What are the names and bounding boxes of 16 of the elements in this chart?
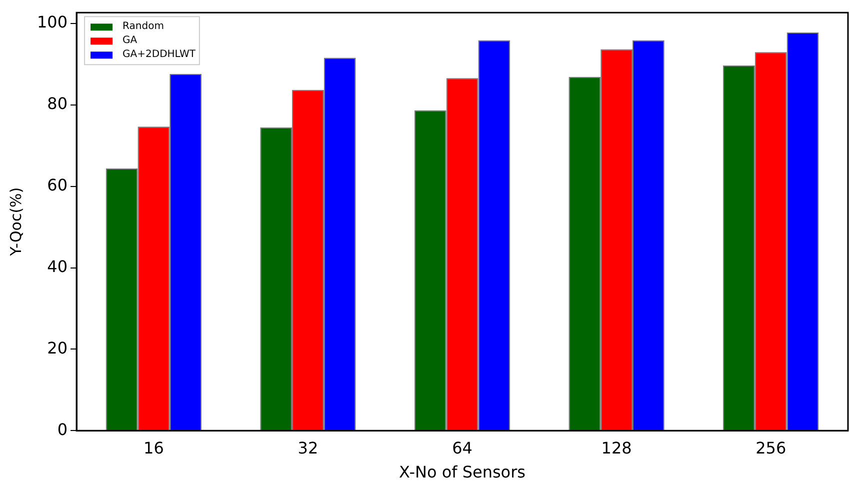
legend-label: GA	[122, 35, 138, 46]
y-tick-label: 0	[57, 420, 68, 439]
legend-label: Random	[122, 21, 164, 32]
y-tick-label: 40	[47, 256, 68, 276]
y-tick-label: 60	[47, 176, 68, 195]
x-axis-title: X-No of Sensors	[399, 462, 526, 482]
x-tick-label: 32	[298, 438, 318, 458]
x-tick-label: 16	[144, 438, 164, 458]
y-tick-label: 80	[47, 94, 68, 114]
x-tick-label: 128	[601, 438, 632, 458]
x-tick-label: 64	[452, 438, 472, 458]
x-tick-label: 256	[756, 438, 786, 458]
y-tick-label: 100	[36, 12, 68, 32]
y-axis-title: Y-Qoc(%)	[6, 187, 25, 257]
y-tick-label: 20	[47, 338, 68, 358]
legend-label: GA+2DDHLWT	[122, 49, 196, 60]
